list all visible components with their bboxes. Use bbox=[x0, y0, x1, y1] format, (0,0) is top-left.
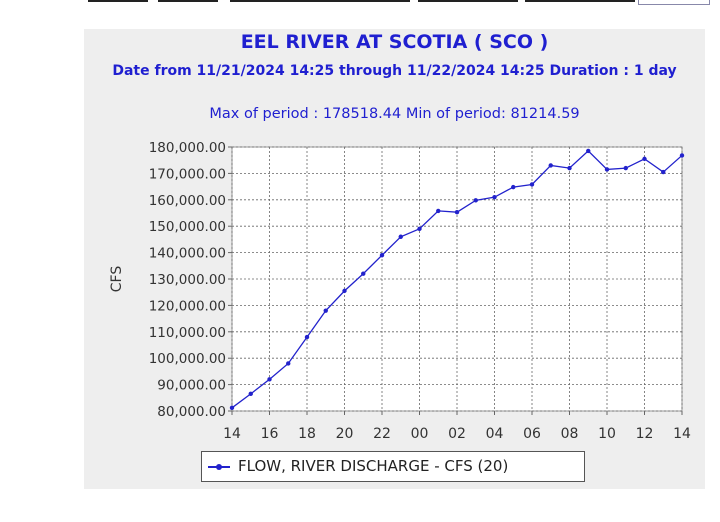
data-point bbox=[492, 194, 497, 200]
x-tick-label: 00 bbox=[411, 426, 429, 442]
data-point bbox=[398, 234, 403, 239]
x-tick-label: 02 bbox=[448, 426, 466, 442]
max-min-of-period: Max of period : 178518.44 Min of period:… bbox=[209, 106, 580, 122]
data-point bbox=[567, 165, 572, 171]
x-tick-label: 06 bbox=[523, 426, 541, 442]
data-point bbox=[604, 167, 610, 172]
x-tick-label: 10 bbox=[598, 426, 616, 442]
data-point bbox=[379, 253, 385, 258]
x-tick-label: 22 bbox=[373, 426, 391, 442]
y-tick-label: 130,000.00 bbox=[149, 272, 226, 288]
data-point bbox=[361, 271, 366, 276]
y-tick-label: 160,000.00 bbox=[149, 193, 226, 209]
data-point bbox=[679, 153, 685, 158]
legend-label: FLOW, RIVER DISCHARGE - CFS (20) bbox=[238, 457, 509, 475]
data-point bbox=[286, 361, 291, 366]
legend-marker-icon bbox=[216, 464, 222, 470]
data-point bbox=[473, 198, 478, 203]
data-point bbox=[342, 288, 347, 294]
chart-legend: FLOW, RIVER DISCHARGE - CFS (20) bbox=[201, 451, 585, 482]
data-point bbox=[248, 391, 253, 397]
chart-subtitle: Date from 11/21/2024 14:25 through 11/22… bbox=[112, 63, 677, 79]
y-tick-label: 90,000.00 bbox=[157, 378, 226, 394]
data-point bbox=[623, 165, 628, 171]
data-point bbox=[417, 226, 422, 232]
y-tick-label: 170,000.00 bbox=[149, 166, 226, 182]
y-tick-label: 120,000.00 bbox=[149, 298, 226, 314]
x-tick-label: 16 bbox=[261, 426, 279, 442]
y-tick-label: 110,000.00 bbox=[149, 325, 226, 341]
y-tick-label: 80,000.00 bbox=[157, 404, 226, 420]
data-point bbox=[548, 163, 553, 168]
y-tick-label: 150,000.00 bbox=[149, 219, 226, 235]
data-point bbox=[267, 377, 272, 382]
data-point bbox=[529, 182, 535, 187]
x-tick-label: 04 bbox=[486, 426, 504, 442]
y-tick-label: 140,000.00 bbox=[149, 246, 226, 262]
y-tick-label: 100,000.00 bbox=[149, 351, 226, 367]
data-point bbox=[586, 148, 591, 154]
y-tick-label: 180,000.00 bbox=[149, 140, 226, 156]
x-tick-label: 12 bbox=[636, 426, 654, 442]
x-tick-label: 08 bbox=[561, 426, 579, 442]
data-point bbox=[511, 184, 516, 190]
data-point bbox=[304, 334, 310, 340]
data-point bbox=[661, 169, 666, 175]
data-point bbox=[323, 308, 328, 313]
x-tick-label: 14 bbox=[673, 426, 691, 442]
data-point bbox=[454, 210, 460, 215]
x-tick-label: 20 bbox=[336, 426, 354, 442]
data-point bbox=[436, 208, 441, 214]
x-tick-label: 14 bbox=[223, 426, 241, 442]
flow-chart: 80,000.00 90,000.00 100,000.00 110,000.00 12… bbox=[109, 140, 691, 442]
x-tick-label: 18 bbox=[298, 426, 316, 442]
page-top-edge bbox=[0, 0, 720, 6]
y-axis-label: CFS bbox=[109, 266, 125, 293]
chart-title: EEL RIVER AT SCOTIA ( SCO ) bbox=[240, 31, 549, 53]
data-point bbox=[642, 156, 647, 162]
data-point bbox=[229, 405, 235, 410]
